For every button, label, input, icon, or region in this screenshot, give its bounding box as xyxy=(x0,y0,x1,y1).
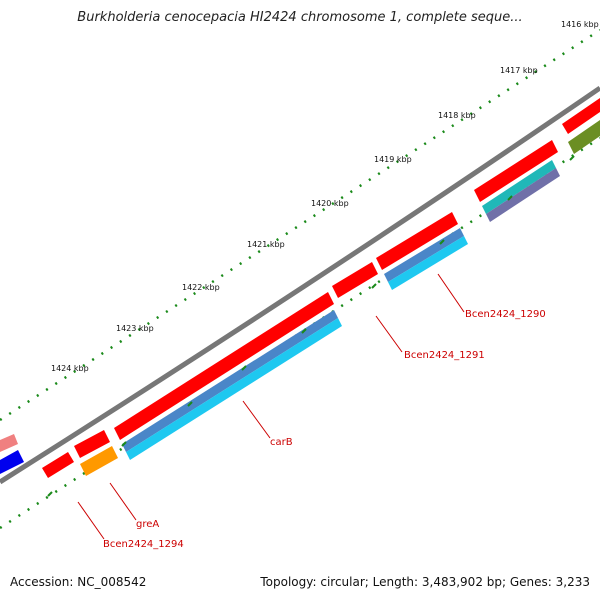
accession-label: Accession: NC_008542 xyxy=(10,575,147,589)
tick-label-1422: 1422 kbp xyxy=(182,283,220,292)
cds-bcen2424-1291 xyxy=(332,262,378,298)
leader-bcen2424-1291 xyxy=(375,315,403,353)
gene-label-grea[interactable]: greA xyxy=(136,519,159,530)
leader-bcen2424-1290 xyxy=(437,273,465,313)
tick-label-1416: 1416 kbp xyxy=(561,20,599,29)
gene-label-bcen2424-1294[interactable]: Bcen2424_1294 xyxy=(103,539,184,550)
tick-mark xyxy=(507,195,513,201)
domain-slate-upper xyxy=(486,168,560,222)
domain-cyan-1290 xyxy=(388,236,468,290)
tick-mark xyxy=(187,401,193,407)
outer-tick-ring xyxy=(0,28,600,422)
domain-steel-1290 xyxy=(384,228,464,282)
domain-teal-upper xyxy=(482,160,556,214)
leader-bcen2424-1294 xyxy=(77,501,105,540)
gene-label-carb[interactable]: carB xyxy=(270,437,293,448)
leader-carb xyxy=(242,400,271,439)
chromosome-backbone xyxy=(0,85,600,485)
tick-marks xyxy=(47,155,575,497)
tick-mark xyxy=(47,491,53,497)
feature-track-secondary xyxy=(0,120,600,476)
gene-label-bcen2424-1291[interactable]: Bcen2424_1291 xyxy=(404,350,485,361)
map-title: Burkholderia cenocepacia HI2424 chromoso… xyxy=(77,10,523,25)
cds-bcen2424-1290 xyxy=(376,212,458,270)
tick-mark xyxy=(371,283,377,289)
tick-mark xyxy=(121,441,127,447)
cds-bcen2424-1294 xyxy=(42,452,74,478)
cds-pink-left xyxy=(0,434,18,452)
tick-label-1421: 1421 kbp xyxy=(247,240,285,249)
genome-summary: Topology: circular; Length: 3,483,902 bp… xyxy=(260,575,590,589)
gene-labels: Bcen2424_1290 Bcen2424_1291 carB greA Bc… xyxy=(103,309,546,550)
domain-cyan-carb xyxy=(126,318,342,460)
leader-grea xyxy=(109,482,137,521)
label-leaders xyxy=(77,273,465,540)
domain-orange xyxy=(80,446,118,476)
tick-label-1423: 1423 kbp xyxy=(116,324,154,333)
tick-mark xyxy=(241,365,247,371)
domain-olive-upper xyxy=(568,120,600,154)
tick-label-1424: 1424 kbp xyxy=(51,364,89,373)
tick-mark xyxy=(569,155,575,161)
feature-track-forward xyxy=(0,98,600,478)
tick-label-1418: 1418 kbp xyxy=(438,111,476,120)
cds-carb xyxy=(114,292,334,440)
tick-labels: 1416 kbp 1417 kbp 1418 kbp 1419 kbp 1420… xyxy=(51,20,599,373)
cds-grea xyxy=(74,430,110,458)
cds-upper-2 xyxy=(562,98,600,134)
cds-upper-1 xyxy=(474,140,558,202)
cds-blue-left xyxy=(0,450,24,474)
tick-label-1420: 1420 kbp xyxy=(311,199,349,208)
domain-steel-carb xyxy=(122,310,338,452)
tick-mark xyxy=(439,239,445,245)
tick-mark xyxy=(301,328,307,334)
gene-label-bcen2424-1290[interactable]: Bcen2424_1290 xyxy=(465,309,546,320)
tick-label-1419: 1419 kbp xyxy=(374,155,412,164)
tick-label-1417: 1417 kbp xyxy=(500,66,538,75)
